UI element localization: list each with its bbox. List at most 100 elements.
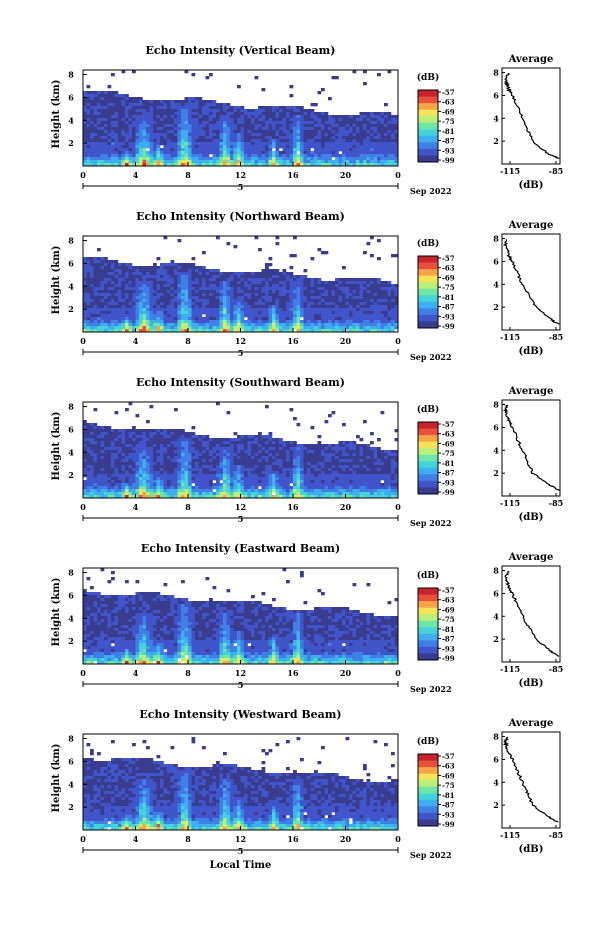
heatmap-cell [332,142,336,145]
colorbar-segment [418,312,438,316]
heatmap-cell [115,302,119,305]
heatmap-cell [307,305,311,308]
heatmap-cell [234,281,238,284]
heatmap-cell [339,311,343,314]
heatmap-cell [241,462,245,465]
heatmap-cell [272,136,276,139]
heatmap-cell [262,284,266,287]
heatmap-cell [244,471,248,474]
heatmap-cell [251,136,255,139]
heatmap-cell [346,305,350,308]
heatmap-cell [367,157,371,160]
heatmap-cell [83,121,87,124]
heatmap-cell [90,320,94,323]
heatmap-cell [388,284,392,287]
heatmap-cell [181,326,185,329]
heatmap-cell [311,130,315,133]
heatmap-cell [321,251,325,254]
heatmap-cell [188,136,192,139]
heatmap-cell [101,115,105,118]
heatmap-cell [360,323,364,326]
heatmap-cell [136,462,140,465]
heatmap-cell [132,130,136,133]
heatmap-cell [129,471,133,474]
heatmap-cell [227,299,231,302]
heatmap-cell [164,441,168,444]
heatmap-cell [251,302,255,305]
heatmap-cell [388,130,392,133]
heatmap-cell [87,121,91,124]
heatmap-cell [220,483,224,486]
heatmap-cell [125,94,129,97]
heatmap-cell [153,486,157,489]
heatmap-cell [118,459,122,462]
heatmap-cell [206,444,210,447]
heatmap-cell [136,287,140,290]
heatmap-cell [290,314,294,317]
heatmap-cell [297,323,301,326]
heatmap-cell [185,100,189,103]
heatmap-cell [181,317,185,320]
heatmap-cell [297,148,301,151]
heatmap-cell [353,299,357,302]
heatmap-cell [115,450,119,453]
heatmap-cell [227,272,231,275]
heatmap-cell [108,465,112,468]
heatmap-cell [216,444,220,447]
heatmap-cell [143,305,147,308]
heatmap-cell [188,435,192,438]
heatmap-cell [157,432,161,435]
heatmap-cell [230,480,234,483]
heatmap-cell [314,115,318,118]
heatmap-cell [104,435,108,438]
heatmap-cell [377,112,381,115]
heatmap-cell [87,160,91,163]
heatmap-cell [213,299,217,302]
heatmap-cell [188,441,192,444]
heatmap-cell [209,145,213,148]
heatmap-cell [178,115,182,118]
heatmap-cell [283,112,287,115]
heatmap-cell [150,459,154,462]
heatmap-cell [216,121,220,124]
heatmap-cell [199,109,203,112]
heatmap-cell [129,151,133,154]
heatmap-cell [206,456,210,459]
heatmap-cell [234,468,238,471]
heatmap-cell [97,438,101,441]
heatmap-cell [234,438,238,441]
heatmap-cell [188,489,192,492]
heatmap-cell [220,477,224,480]
heatmap-cell [321,326,325,329]
heatmap-cell [157,139,161,142]
heatmap-cell [360,112,364,115]
heatmap-cell [178,462,182,465]
heatmap-cell [216,287,220,290]
heatmap-cell [346,139,350,142]
heatmap-cell [318,142,322,145]
heatmap-cell [195,474,199,477]
heatmap-cell [311,142,315,145]
heatmap-cell [129,106,133,109]
heatmap-cell [384,160,388,163]
heatmap-cell [237,323,241,326]
heatmap-cell [157,106,161,109]
heatmap-cell [216,305,220,308]
heatmap-cell [160,486,164,489]
heatmap-cell [300,145,304,148]
heatmap-cell [83,284,87,287]
heatmap-cell [321,317,325,320]
heatmap-cell [230,154,234,157]
heatmap-cell [293,275,297,278]
heatmap-cell [174,272,178,275]
heatmap-cell [118,112,122,115]
heatmap-cell [272,284,276,287]
heatmap-cell [167,489,171,492]
heatmap-cell [132,432,136,435]
heatmap-cell [374,145,378,148]
heatmap-cell [377,305,381,308]
heatmap-cell [181,130,185,133]
heatmap-cell [216,468,220,471]
heatmap-cell [209,438,213,441]
colorbar-tick-label: -99 [442,156,455,165]
